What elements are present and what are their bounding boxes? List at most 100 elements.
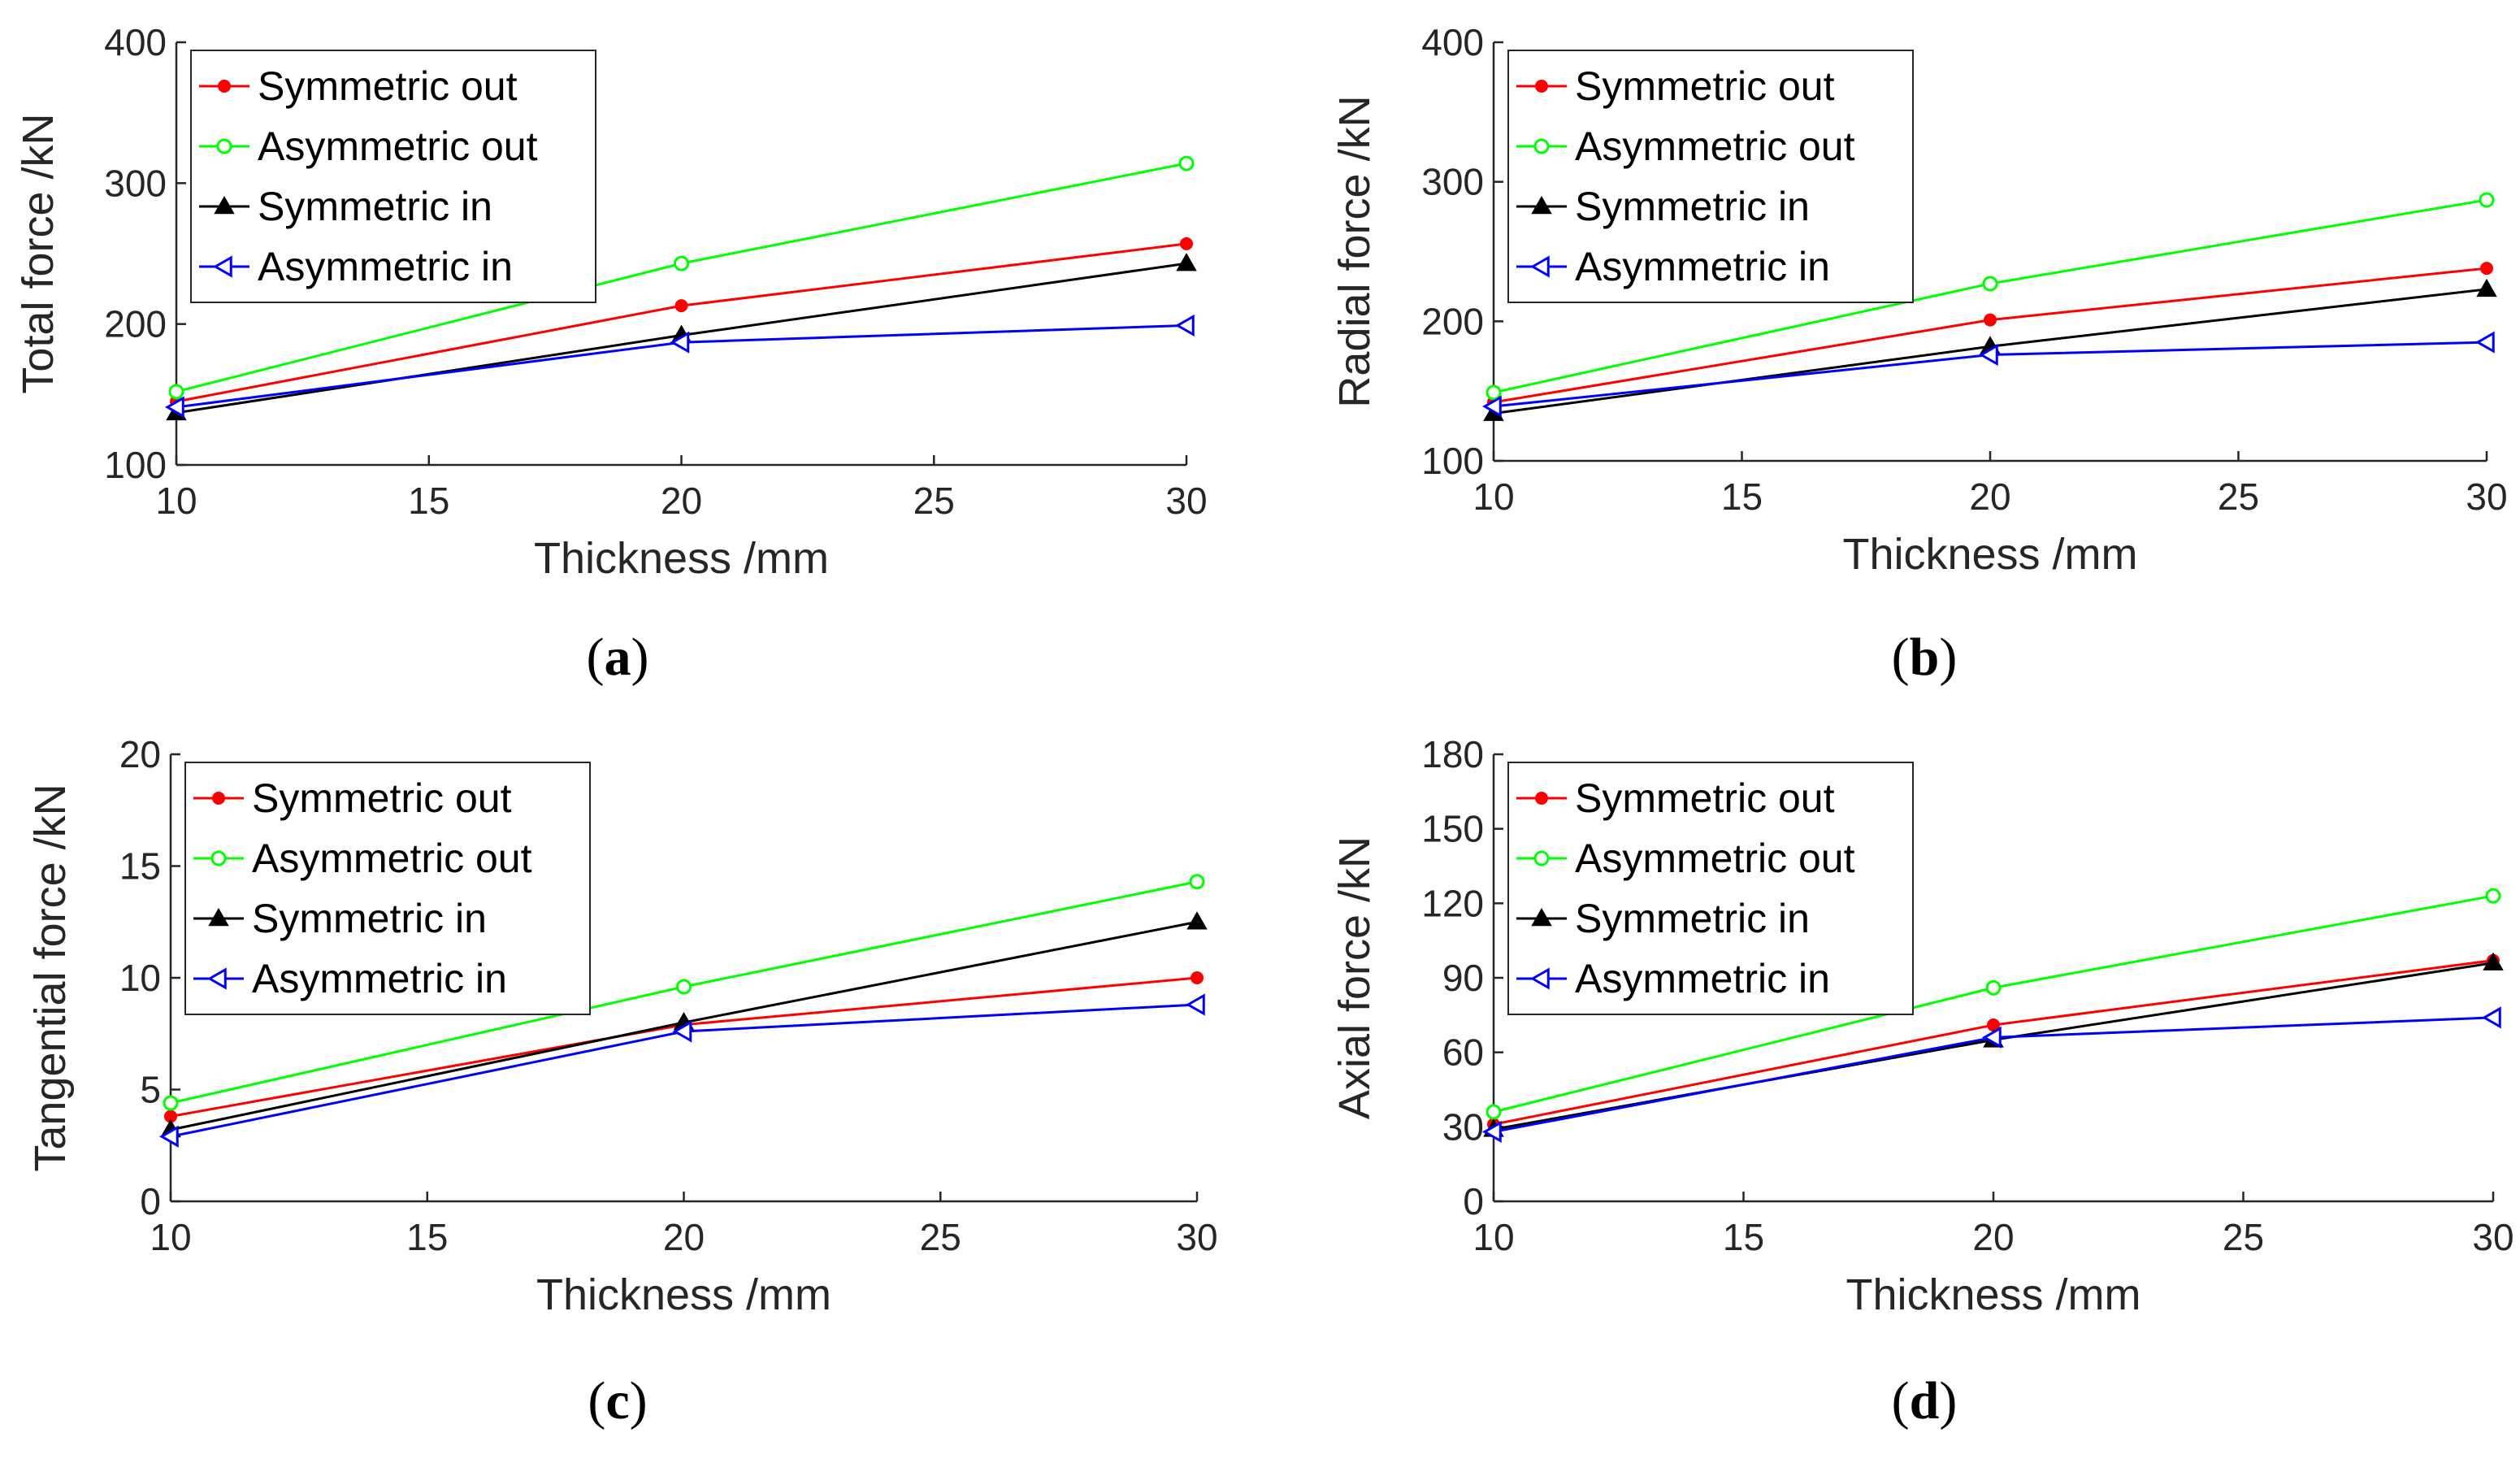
- panel-label: (a): [587, 627, 649, 687]
- legend-marker: [1535, 792, 1548, 805]
- y-tick-label: 400: [1421, 21, 1484, 63]
- data-point: [1481, 395, 1502, 418]
- data-point: [1982, 276, 1998, 292]
- data-point: [1985, 979, 2002, 996]
- x-tick-label: 30: [1165, 480, 1207, 522]
- data-point: [1981, 1026, 2002, 1049]
- data-point: [2480, 262, 2493, 276]
- legend-box: [184, 762, 591, 1015]
- legend-label: Symmetric out: [1575, 63, 1835, 109]
- panel-b-radial-force-chart: 10 15 20 25 30 100 200 300 400 Thickness /mm Radia…: [1330, 21, 2508, 687]
- data-point: [674, 299, 688, 313]
- panel-a-total-force-chart: 10 15 20 25 30 100 200 300 400 Thickness /mm Total…: [14, 21, 1208, 687]
- x-axis-label: Thickness /mm: [1842, 530, 2137, 579]
- data-point: [670, 331, 690, 354]
- panel-label-open-paren: (: [587, 627, 605, 687]
- panel-label: (b): [1892, 627, 1958, 687]
- data-point: [1984, 313, 1997, 327]
- data-point: [1189, 874, 1205, 890]
- data-point: [1191, 971, 1204, 984]
- legend-marker: [210, 850, 227, 866]
- panel-label: (d): [1892, 1371, 1958, 1431]
- panel-label-letter: b: [1910, 627, 1940, 687]
- data-point: [1174, 314, 1195, 337]
- x-tick-label: 20: [661, 480, 702, 522]
- legend-marker: [1529, 255, 1550, 278]
- y-tick-label: 20: [119, 733, 161, 775]
- x-tick-label: 15: [406, 1216, 448, 1258]
- data-point: [2476, 278, 2497, 297]
- legend-marker: [1533, 850, 1550, 866]
- y-tick-label: 5: [140, 1069, 161, 1111]
- y-tick-label: 300: [1421, 161, 1484, 203]
- legend-marker: [216, 138, 232, 154]
- data-point: [2481, 1006, 2501, 1029]
- panel-label-letter: c: [605, 1371, 629, 1431]
- data-point: [164, 396, 184, 419]
- panel-label-letter: a: [605, 627, 631, 687]
- data-point: [1185, 993, 1205, 1016]
- panel-label-open-paren: (: [588, 1371, 605, 1431]
- y-tick-label: 0: [140, 1180, 161, 1222]
- legend-marker: [1529, 967, 1550, 990]
- x-tick-label: 25: [2223, 1216, 2264, 1258]
- x-tick-label: 25: [2218, 475, 2259, 518]
- panel-label-close-paren: ): [1939, 1371, 1957, 1431]
- y-axis-label: Axial force /kN: [1330, 836, 1379, 1119]
- x-tick-label: 15: [1721, 475, 1763, 518]
- x-tick-label: 10: [1473, 1216, 1514, 1258]
- y-axis-label: Tangential force /kN: [26, 784, 75, 1171]
- y-tick-label: 100: [104, 444, 167, 486]
- legend-box: [190, 50, 596, 303]
- data-point: [2474, 331, 2495, 354]
- legend-marker: [214, 195, 235, 215]
- panel-label-close-paren: ): [1939, 627, 1957, 687]
- legend-label: Asymmetric in: [1575, 244, 1830, 289]
- legend-label: Symmetric in: [1575, 896, 1810, 941]
- legend-label: Asymmetric out: [1575, 124, 1855, 169]
- data-point: [672, 1020, 692, 1043]
- data-point: [1486, 1104, 1502, 1120]
- y-tick-label: 10: [119, 957, 161, 999]
- legend-label: Asymmetric out: [1575, 836, 1855, 881]
- x-tick-label: 15: [1723, 1216, 1764, 1258]
- legend-marker: [1533, 138, 1550, 154]
- x-axis-label: Thickness /mm: [534, 534, 829, 583]
- panel-label-close-paren: ): [630, 1371, 648, 1431]
- legend-label: Asymmetric out: [252, 836, 532, 881]
- data-point: [1176, 253, 1197, 271]
- panel-d-axial-force-chart: 10 15 20 25 30 0 30 60 90 120 150 180 Thickness /mm A…: [1330, 733, 2514, 1431]
- panel-label-open-paren: (: [1892, 627, 1910, 687]
- legend-marker: [1531, 195, 1552, 215]
- y-tick-label: 200: [1421, 300, 1484, 342]
- legend-label: Asymmetric in: [252, 956, 507, 1001]
- panel-label: (c): [588, 1371, 647, 1431]
- x-tick-label: 25: [920, 1216, 961, 1258]
- y-tick-label: 0: [1463, 1180, 1484, 1222]
- x-tick-label: 15: [408, 480, 449, 522]
- data-point: [1186, 911, 1208, 930]
- legend-label: Symmetric in: [252, 896, 487, 941]
- data-point: [2483, 952, 2504, 970]
- data-point: [1481, 1120, 1502, 1144]
- x-tick-label: 30: [2466, 475, 2507, 518]
- data-point: [168, 384, 184, 400]
- legend-marker: [206, 967, 227, 990]
- y-axis-label: Total force /kN: [14, 113, 63, 393]
- legend-box: [1507, 50, 1914, 303]
- data-point: [1180, 237, 1193, 250]
- x-tick-label: 30: [1176, 1216, 1217, 1258]
- x-tick-label: 20: [1972, 1216, 2014, 1258]
- data-point: [158, 1125, 179, 1148]
- panel-c-tangential-force-chart: 10 15 20 25 30 0 5 10 15 20 Thickness /mm Tangentia…: [26, 733, 1218, 1431]
- legend-label: Symmetric in: [1575, 184, 1810, 229]
- legend-label: Asymmetric in: [258, 244, 513, 289]
- y-tick-label: 200: [104, 303, 167, 345]
- legend-marker: [1535, 80, 1548, 93]
- panel-label-close-paren: ): [631, 627, 649, 687]
- x-axis-label: Thickness /mm: [536, 1270, 831, 1319]
- x-axis-label: Thickness /mm: [1846, 1270, 2140, 1319]
- legend-label: Symmetric out: [258, 63, 518, 109]
- y-tick-label: 300: [104, 162, 167, 204]
